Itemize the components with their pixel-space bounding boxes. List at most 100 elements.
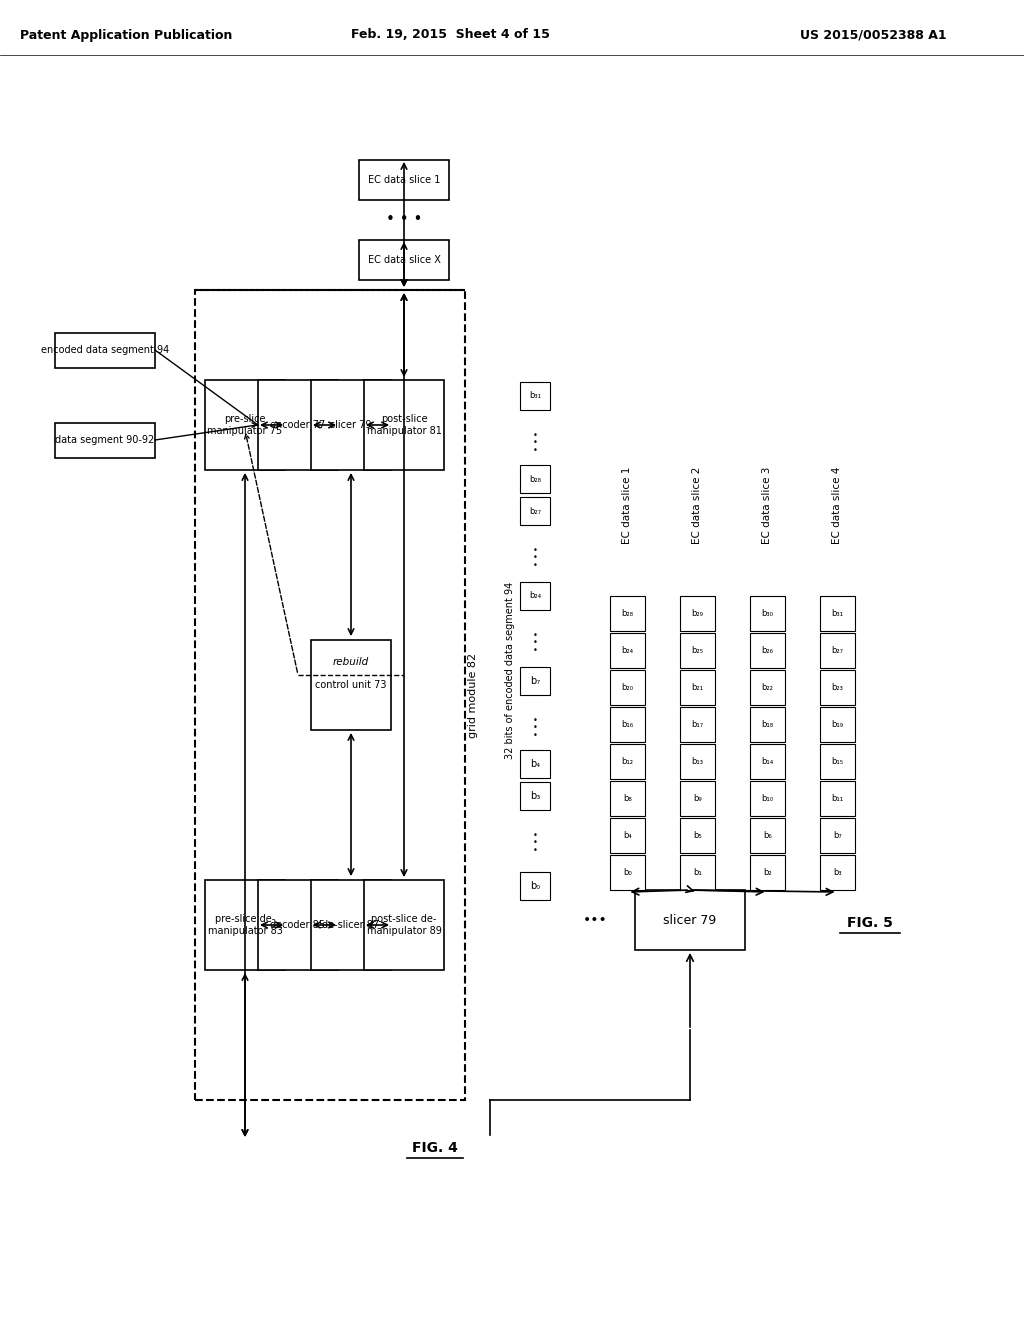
Text: control unit 73: control unit 73 <box>315 680 387 690</box>
Text: b₁₇: b₁₇ <box>691 719 703 729</box>
Text: b₂₉: b₂₉ <box>691 609 703 618</box>
Bar <box>195 290 465 1100</box>
Text: 32 bits of encoded data segment 94: 32 bits of encoded data segment 94 <box>505 581 515 759</box>
Text: b₁₅: b₁₅ <box>831 756 844 766</box>
Text: • • •: • • • <box>386 213 422 227</box>
Bar <box>750 781 785 816</box>
Text: decoder 85: decoder 85 <box>270 920 326 931</box>
Text: b₁₂: b₁₂ <box>622 756 634 766</box>
Text: b₁: b₁ <box>693 869 701 876</box>
Text: b₂₇: b₂₇ <box>529 507 541 516</box>
Text: b₂₀: b₂₀ <box>622 682 634 692</box>
Text: b₂₁: b₂₁ <box>691 682 703 692</box>
Text: Patent Application Publication: Patent Application Publication <box>20 29 232 41</box>
Text: b₀: b₀ <box>530 880 540 891</box>
Bar <box>820 634 855 668</box>
Bar <box>820 781 855 816</box>
Text: EC data slice 1: EC data slice 1 <box>623 467 633 544</box>
Bar <box>364 880 444 970</box>
Bar <box>520 781 550 810</box>
Text: post-slice de-
manipulator 89: post-slice de- manipulator 89 <box>367 913 441 936</box>
Text: pre-slice de-
manipulator 83: pre-slice de- manipulator 83 <box>208 913 283 936</box>
Text: pre-slice
manipulator 75: pre-slice manipulator 75 <box>208 413 283 436</box>
Bar <box>750 855 785 890</box>
Bar <box>520 381 550 411</box>
Text: EC data slice 1: EC data slice 1 <box>368 176 440 185</box>
Bar <box>55 333 155 367</box>
Bar <box>359 240 449 280</box>
Text: b₂: b₂ <box>763 869 772 876</box>
Bar <box>610 818 645 853</box>
Bar <box>680 781 715 816</box>
Bar <box>820 855 855 890</box>
Text: b₆: b₆ <box>763 832 772 840</box>
Text: b₅: b₅ <box>693 832 701 840</box>
Text: b₃: b₃ <box>834 869 842 876</box>
Text: •
•
•: • • • <box>532 430 538 455</box>
Text: EC data slice 4: EC data slice 4 <box>833 467 843 544</box>
Bar <box>750 597 785 631</box>
Bar <box>750 708 785 742</box>
Text: b₉: b₉ <box>693 795 701 803</box>
Text: b₁₄: b₁₄ <box>762 756 773 766</box>
Text: •
•
•: • • • <box>532 631 538 655</box>
Text: b₂₄: b₂₄ <box>529 591 541 601</box>
Text: b₂₈: b₂₈ <box>622 609 634 618</box>
Text: b₃₀: b₃₀ <box>762 609 773 618</box>
Bar <box>820 708 855 742</box>
Bar <box>205 380 285 470</box>
Text: •
•
•: • • • <box>532 715 538 741</box>
Bar <box>311 640 391 730</box>
Bar <box>55 422 155 458</box>
Bar <box>520 750 550 777</box>
Bar <box>820 818 855 853</box>
Bar <box>610 597 645 631</box>
Text: b₁₀: b₁₀ <box>762 795 773 803</box>
Bar <box>680 597 715 631</box>
Text: b₁₈: b₁₈ <box>762 719 773 729</box>
Text: b₀: b₀ <box>624 869 632 876</box>
Text: de-slicer 87: de-slicer 87 <box>323 920 380 931</box>
Bar <box>750 818 785 853</box>
Bar <box>820 597 855 631</box>
Bar <box>364 380 444 470</box>
Bar <box>635 890 745 950</box>
Bar <box>680 818 715 853</box>
Text: b₄: b₄ <box>623 832 632 840</box>
Text: post-slice
manipulator 81: post-slice manipulator 81 <box>367 413 441 436</box>
Text: b₃₁: b₃₁ <box>529 392 541 400</box>
Text: slicer 79: slicer 79 <box>331 420 372 430</box>
Text: b₄: b₄ <box>530 759 540 770</box>
Text: encoder 77: encoder 77 <box>270 420 326 430</box>
Text: encoded data segment 94: encoded data segment 94 <box>41 345 169 355</box>
Text: b₇: b₇ <box>530 676 540 686</box>
Bar <box>750 634 785 668</box>
Text: b₇: b₇ <box>834 832 842 840</box>
Bar <box>610 708 645 742</box>
Text: b₃: b₃ <box>529 791 540 801</box>
Text: •
•
•: • • • <box>532 830 538 855</box>
Bar <box>520 873 550 900</box>
Bar <box>750 744 785 779</box>
Text: b₂₈: b₂₈ <box>529 474 541 483</box>
Bar <box>610 744 645 779</box>
Bar <box>258 380 338 470</box>
Text: EC data slice 2: EC data slice 2 <box>692 467 702 544</box>
Bar <box>610 634 645 668</box>
Text: b₂₆: b₂₆ <box>762 645 773 655</box>
Bar <box>820 744 855 779</box>
Bar <box>311 880 391 970</box>
Bar <box>359 160 449 201</box>
Bar <box>205 880 285 970</box>
Bar <box>258 880 338 970</box>
Text: b₂₃: b₂₃ <box>831 682 844 692</box>
Bar <box>680 671 715 705</box>
Text: b₂₄: b₂₄ <box>622 645 634 655</box>
Text: rebuild: rebuild <box>333 657 369 667</box>
Text: b₁₆: b₁₆ <box>622 719 634 729</box>
Text: Feb. 19, 2015  Sheet 4 of 15: Feb. 19, 2015 Sheet 4 of 15 <box>350 29 550 41</box>
Bar <box>680 634 715 668</box>
Bar <box>610 671 645 705</box>
Text: data segment 90-92: data segment 90-92 <box>55 436 155 445</box>
Text: b₂₇: b₂₇ <box>831 645 844 655</box>
